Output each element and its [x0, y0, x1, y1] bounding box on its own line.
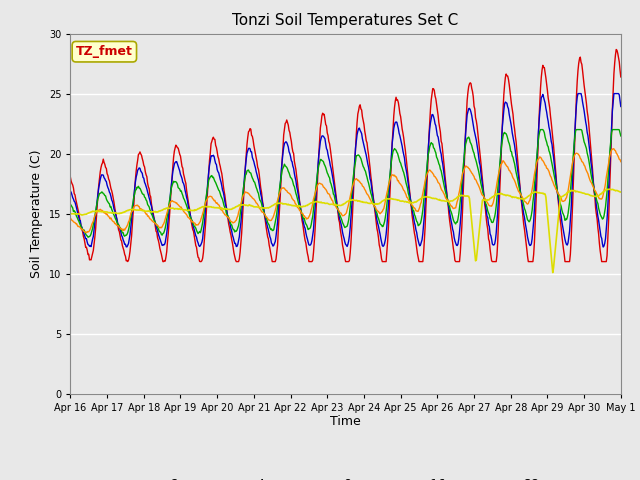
-16cm	[338, 212, 346, 217]
-2cm	[338, 236, 346, 242]
-8cm	[445, 204, 453, 209]
-4cm	[445, 204, 452, 210]
-4cm	[574, 91, 582, 96]
-8cm	[188, 218, 196, 224]
-32cm	[549, 270, 557, 276]
-16cm	[83, 230, 90, 236]
-8cm	[212, 180, 220, 185]
-8cm	[338, 217, 346, 223]
Text: TZ_fmet: TZ_fmet	[76, 45, 132, 58]
-4cm	[337, 221, 345, 227]
Line: -32cm: -32cm	[70, 189, 621, 273]
-2cm	[67, 174, 74, 180]
Line: -16cm: -16cm	[70, 149, 621, 233]
-16cm	[67, 215, 74, 221]
-32cm	[337, 203, 345, 208]
-32cm	[606, 186, 614, 192]
-16cm	[392, 174, 399, 180]
-2cm	[445, 217, 453, 223]
-32cm	[390, 196, 398, 202]
-8cm	[537, 127, 545, 132]
Title: Tonzi Soil Temperatures Set C: Tonzi Soil Temperatures Set C	[232, 13, 459, 28]
-4cm	[188, 217, 195, 223]
-32cm	[567, 188, 575, 194]
Y-axis label: Soil Temperature (C): Soil Temperature (C)	[30, 149, 44, 278]
-32cm	[445, 198, 452, 204]
Line: -2cm: -2cm	[70, 49, 621, 262]
-4cm	[600, 244, 607, 250]
-16cm	[567, 168, 575, 174]
-2cm	[567, 237, 575, 243]
-16cm	[188, 219, 196, 225]
X-axis label: Time: Time	[330, 415, 361, 429]
-2cm	[392, 98, 399, 104]
-16cm	[212, 199, 220, 205]
-32cm	[67, 210, 74, 216]
Line: -4cm: -4cm	[70, 94, 621, 247]
-32cm	[188, 207, 195, 213]
Line: -8cm: -8cm	[70, 130, 621, 237]
-4cm	[566, 217, 574, 223]
-2cm	[188, 222, 196, 228]
-32cm	[211, 204, 219, 210]
-4cm	[617, 104, 625, 109]
-16cm	[617, 159, 625, 165]
-4cm	[67, 188, 74, 194]
-16cm	[445, 201, 453, 206]
-8cm	[67, 201, 74, 207]
-8cm	[617, 133, 625, 139]
-4cm	[390, 122, 398, 128]
-16cm	[609, 146, 617, 152]
-2cm	[212, 143, 220, 148]
-2cm	[617, 74, 625, 80]
-4cm	[211, 157, 219, 163]
-8cm	[568, 170, 576, 176]
Legend: -2cm, -4cm, -8cm, -16cm, -32cm: -2cm, -4cm, -8cm, -16cm, -32cm	[129, 473, 562, 480]
-8cm	[84, 234, 92, 240]
-2cm	[612, 47, 620, 52]
-2cm	[159, 259, 167, 264]
-8cm	[392, 146, 399, 152]
-32cm	[617, 189, 625, 195]
